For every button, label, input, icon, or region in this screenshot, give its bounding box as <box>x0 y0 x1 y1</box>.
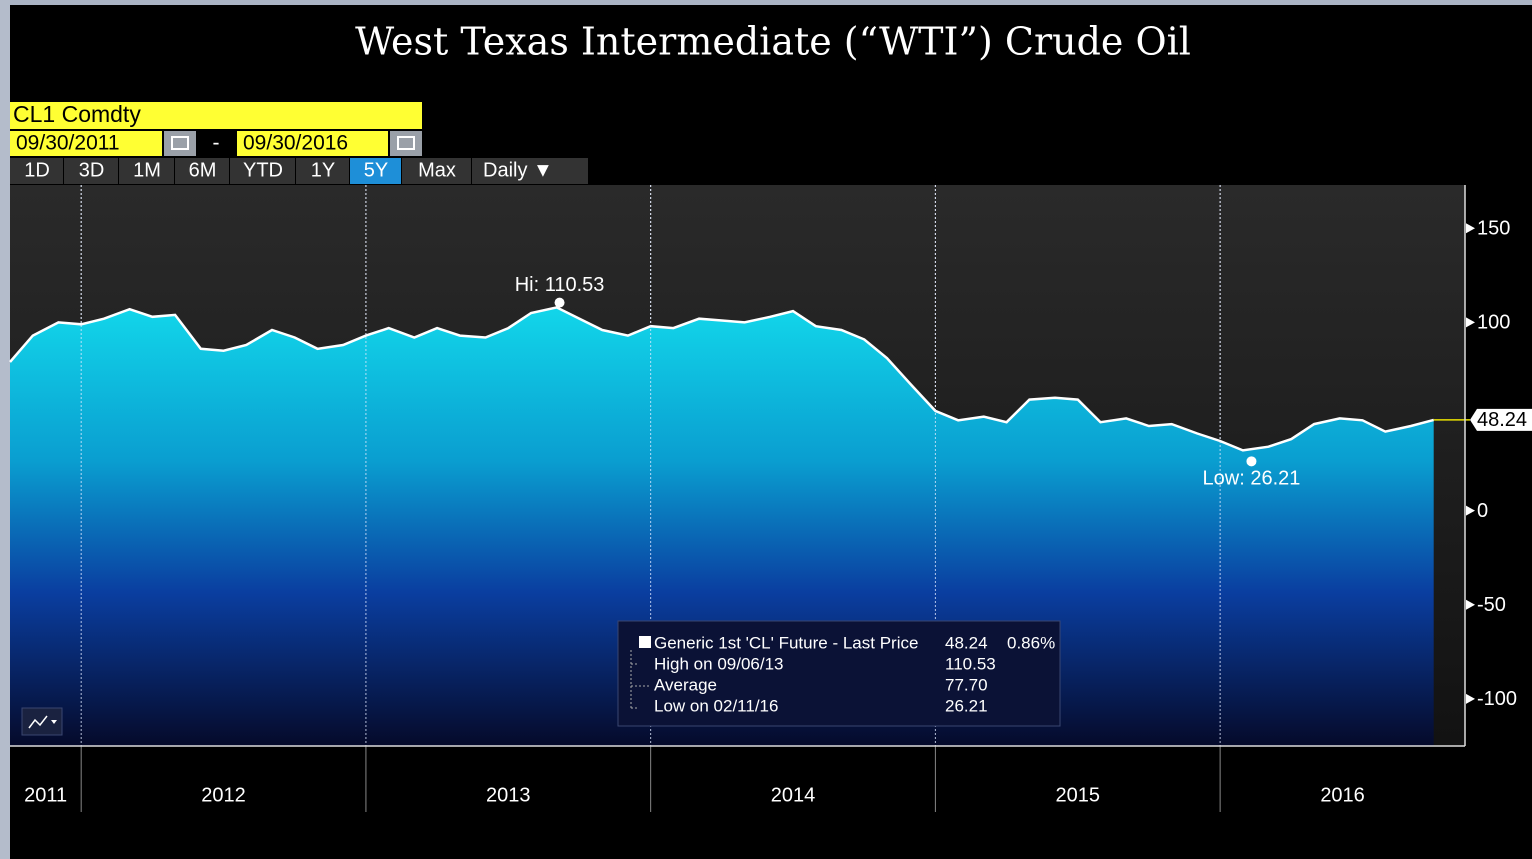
x-tick-label: 2013 <box>486 784 531 806</box>
legend-tree <box>630 650 650 709</box>
start-date: 09/30/2011 <box>16 132 120 155</box>
x-tick-label: 2014 <box>771 784 816 806</box>
legend-name: Low on 02/11/16 <box>654 696 778 715</box>
button-label: 1D <box>24 159 50 181</box>
legend-value: 77.70 <box>945 675 988 694</box>
last-price-box <box>1470 408 1532 431</box>
y-tick-mark <box>1466 693 1475 704</box>
y-tick-label: 150 <box>1477 218 1510 240</box>
period-button[interactable]: 3D <box>64 158 118 184</box>
button-face <box>350 158 401 184</box>
y-tick-label: -100 <box>1477 688 1517 710</box>
annotation-dot <box>554 297 565 308</box>
button-face <box>175 158 229 184</box>
button-label: 1Y <box>311 159 335 181</box>
x-tick-label: 2015 <box>1056 784 1101 806</box>
frequency-dropdown[interactable]: Daily ▼ <box>472 158 588 184</box>
button-label: 6M <box>189 159 217 181</box>
plot <box>9 185 1435 746</box>
button-label: YTD <box>243 159 283 181</box>
y-tick-mark <box>1466 599 1475 610</box>
button-label: Daily ▼ <box>483 159 553 181</box>
legend-value: 48.24 <box>945 633 988 652</box>
x-tick-label: 2016 <box>1320 784 1365 806</box>
ticker: CL1 Comdty <box>13 101 141 127</box>
button-face <box>296 158 349 184</box>
page-title: West Texas Intermediate (“WTI”) Crude Oi… <box>355 20 1191 64</box>
price-line <box>9 306 1435 452</box>
button-face <box>64 158 118 184</box>
button-label: 5Y <box>364 159 388 181</box>
button-label: 1M <box>133 159 161 181</box>
x-tick-label: 2012 <box>201 784 246 806</box>
y-tick-mark <box>1466 223 1475 234</box>
legend-value: 26.21 <box>945 696 988 715</box>
button-face <box>472 158 588 184</box>
button-label: 3D <box>79 159 105 181</box>
button-label: Max <box>418 159 456 181</box>
y-tick-label: 0 <box>1477 500 1488 522</box>
calendar-icon <box>171 136 189 150</box>
y-tick-label: 100 <box>1477 312 1510 334</box>
top-border <box>0 0 1532 5</box>
period-button[interactable]: 1M <box>119 158 174 184</box>
x-tick-label: 2011 <box>24 784 67 806</box>
period-button[interactable]: 1D <box>10 158 63 184</box>
period-button[interactable]: Max <box>402 158 471 184</box>
period-button[interactable]: YTD <box>230 158 295 184</box>
ticker-bar[interactable] <box>10 102 422 129</box>
end-date: 09/30/2016 <box>243 132 348 155</box>
calendar-button[interactable] <box>164 131 196 156</box>
legend: Generic 1st 'CL' Future - Last Price 48.2… <box>617 620 1061 727</box>
y-tick-mark <box>1466 317 1475 328</box>
period-button[interactable]: 5Y <box>350 158 401 184</box>
legend-name: High on 09/06/13 <box>654 654 784 673</box>
dropdown-arrow <box>51 720 57 724</box>
end-date-field[interactable] <box>237 131 388 156</box>
legend-value: 110.53 <box>945 654 996 673</box>
legend-box <box>617 620 1061 727</box>
button-face <box>402 158 471 184</box>
annotation-label: Low: 26.21 <box>1203 468 1301 490</box>
y-tick-mark <box>1466 505 1475 516</box>
period-button[interactable]: 6M <box>175 158 229 184</box>
legend-name: Generic 1st 'CL' Future - Last Price <box>654 633 918 652</box>
legend-change: 0.86% <box>1007 633 1055 652</box>
button-face <box>10 158 63 184</box>
date-separator: - <box>213 132 220 155</box>
period-button[interactable]: 1Y <box>296 158 349 184</box>
legend-name: Average <box>654 675 717 694</box>
annotation-label: Hi: 110.53 <box>515 274 605 296</box>
calendar-icon <box>397 136 415 150</box>
start-date-field[interactable] <box>10 131 162 156</box>
chart-type-icon <box>28 715 48 729</box>
legend-swatch <box>639 636 651 648</box>
left-border <box>0 0 10 859</box>
y-tick-label: -50 <box>1477 594 1506 616</box>
calendar-button[interactable] <box>390 131 422 156</box>
button-face <box>230 158 295 184</box>
annotation-dot <box>1246 456 1257 467</box>
button-face <box>119 158 174 184</box>
last-price-label: 48.24 <box>1477 409 1527 431</box>
